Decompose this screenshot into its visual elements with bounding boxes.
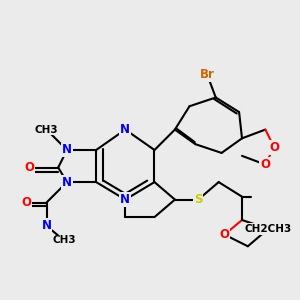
Text: N: N bbox=[41, 219, 52, 232]
Text: O: O bbox=[260, 158, 270, 171]
Text: N: N bbox=[120, 193, 130, 206]
Text: S: S bbox=[194, 193, 202, 206]
Text: O: O bbox=[269, 141, 279, 154]
Text: Br: Br bbox=[200, 68, 214, 81]
Text: N: N bbox=[120, 123, 130, 136]
Text: O: O bbox=[24, 161, 34, 174]
Text: O: O bbox=[21, 196, 31, 209]
Text: CH3: CH3 bbox=[52, 236, 76, 245]
Text: CH2CH3: CH2CH3 bbox=[244, 224, 292, 234]
Text: CH3: CH3 bbox=[35, 124, 58, 135]
Text: N: N bbox=[62, 143, 72, 157]
Text: N: N bbox=[62, 176, 72, 189]
Text: O: O bbox=[220, 228, 230, 241]
